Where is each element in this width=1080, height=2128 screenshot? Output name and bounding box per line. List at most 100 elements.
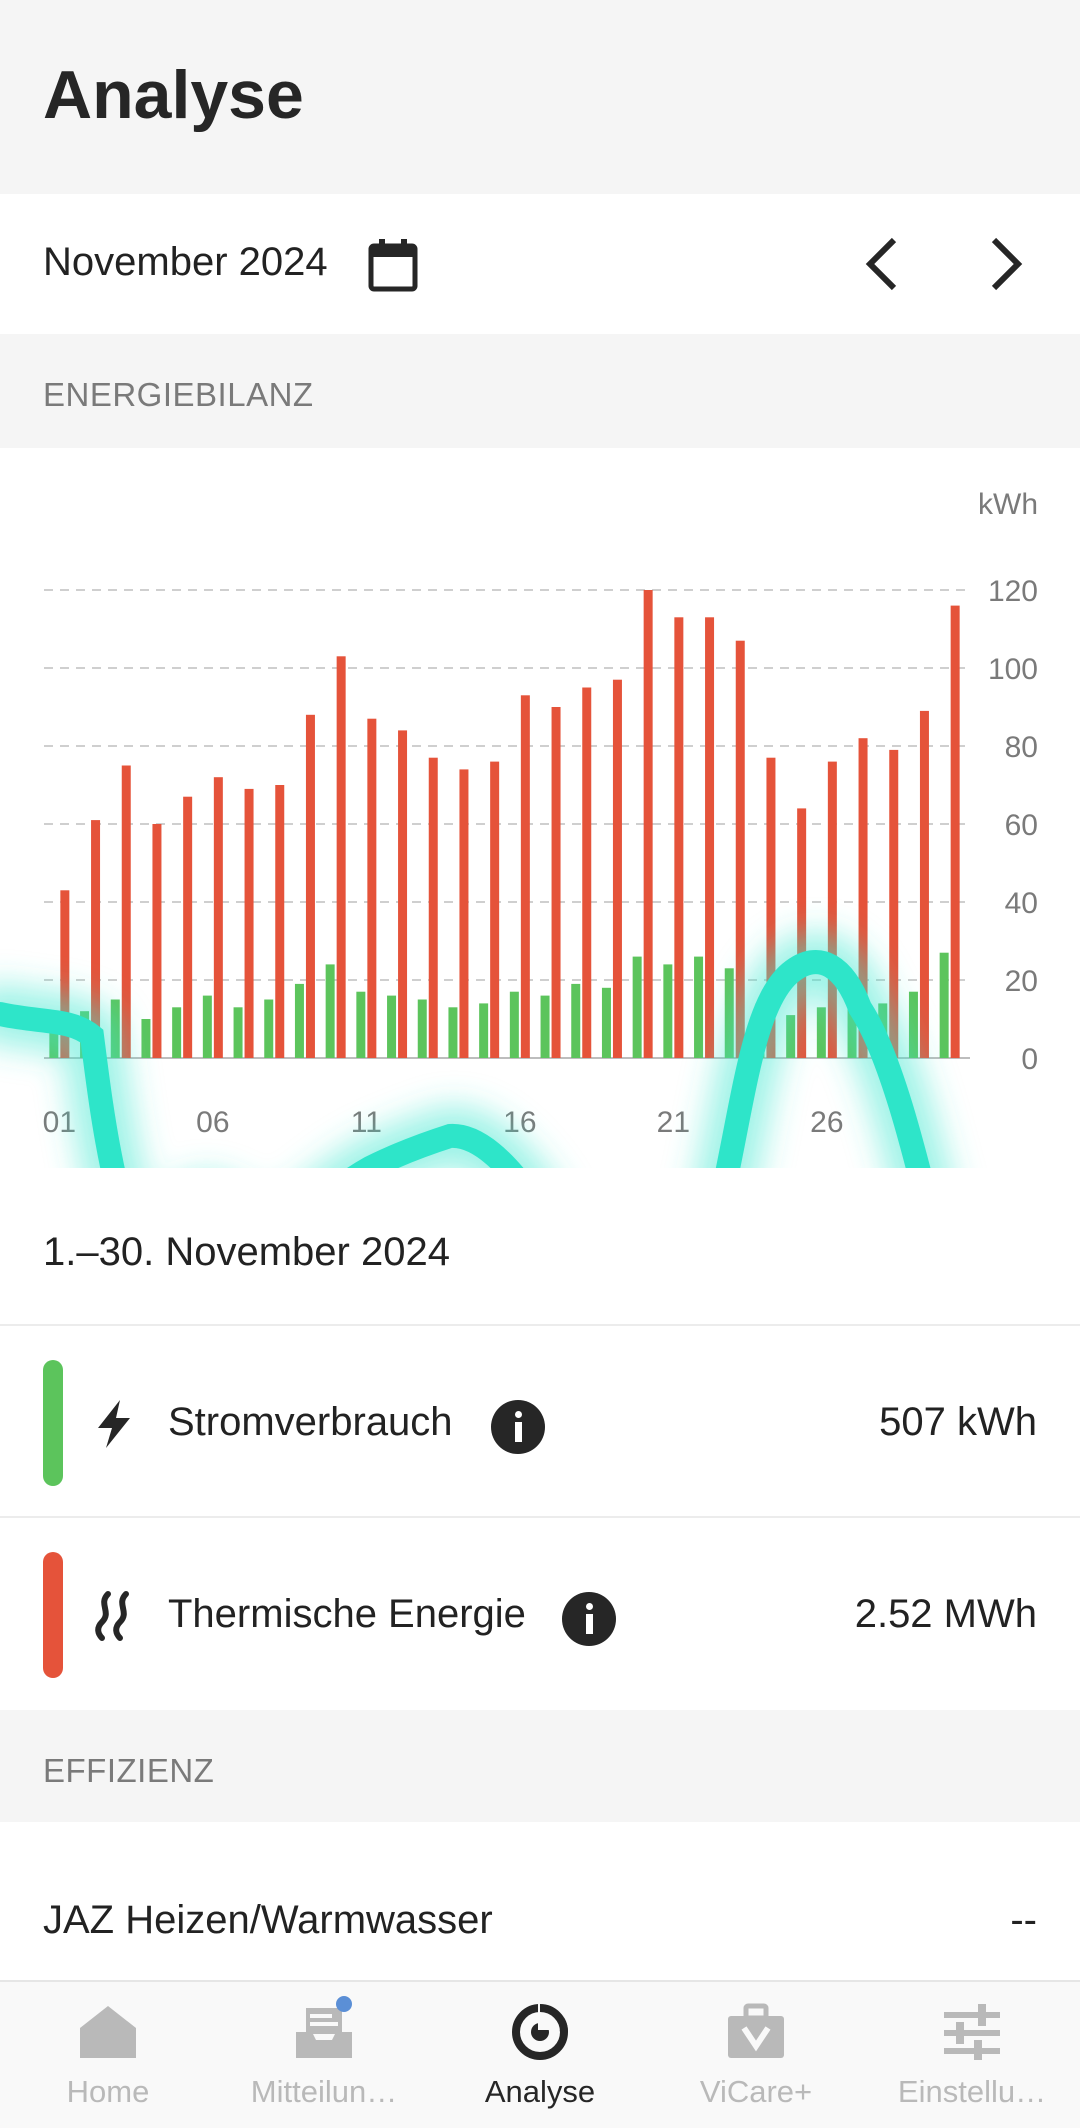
thermal-bar [827, 761, 837, 1058]
power-bar [294, 983, 304, 1058]
nav-analysis[interactable]: Analyse [432, 1982, 648, 2128]
thermal-energy-row: Thermische Energie 2.52 MWh [0, 1518, 1080, 1710]
thermal-bar [551, 707, 561, 1058]
power-bar [325, 964, 335, 1058]
thermal-bar [643, 590, 653, 1058]
nav-messages[interactable]: Mitteilun… [216, 1982, 432, 2128]
lightning-icon [98, 1400, 130, 1448]
x-tick-label: 26 [810, 1106, 843, 1139]
calendar-icon[interactable] [368, 238, 418, 292]
efficiency-section-header: EFFIZIENZ [0, 1710, 1080, 1822]
thermal-bar [121, 765, 131, 1058]
analysis-icon [512, 2002, 568, 2060]
thermal-bar [213, 777, 223, 1058]
thermal-bar [582, 687, 592, 1058]
jaz-row[interactable]: JAZ Heizen/Warmwasser -- [0, 1822, 1080, 1982]
app-header: Analyse [0, 0, 1080, 194]
power-info-icon[interactable] [491, 1400, 545, 1454]
chart-unit-label: kWh [978, 488, 1038, 521]
x-tick-label: 01 [43, 1106, 76, 1139]
thermal-bar [889, 749, 899, 1058]
thermal-bar [735, 640, 745, 1058]
inbox-icon [296, 2008, 352, 2058]
chevron-left-icon [865, 237, 897, 291]
thermal-bar [428, 757, 438, 1058]
power-bar [202, 995, 212, 1058]
power-bar [816, 1007, 826, 1058]
thermal-bar [612, 679, 622, 1058]
power-bar [571, 983, 581, 1058]
thermal-bar [490, 761, 500, 1058]
previous-month-button[interactable] [842, 224, 922, 304]
thermal-bar [244, 788, 254, 1058]
period-label[interactable]: November 2024 [43, 240, 328, 284]
highlight-annotation [0, 932, 950, 1168]
y-tick-label: 120 [988, 575, 1038, 608]
nav-vicare-plus[interactable]: ViCare+ [648, 1982, 864, 2128]
energy-section-title: ENERGIEBILANZ [43, 376, 314, 413]
thermal-bar [367, 718, 377, 1058]
power-value: 507 kWh [879, 1400, 1037, 1444]
y-tick-label: 40 [1005, 887, 1038, 920]
power-bar [448, 1007, 458, 1058]
thermal-bar [152, 824, 162, 1058]
efficiency-section-title: EFFIZIENZ [43, 1752, 215, 1789]
y-tick-label: 80 [1005, 731, 1038, 764]
power-bar [141, 1019, 151, 1058]
x-tick-label: 06 [196, 1106, 229, 1139]
notification-badge [336, 1996, 352, 2012]
jaz-value: -- [1010, 1898, 1037, 1942]
thermal-bar [275, 785, 285, 1058]
heat-waves-icon [95, 1591, 129, 1641]
power-bar [786, 1015, 796, 1058]
thermal-bar [919, 710, 929, 1058]
jaz-label: JAZ Heizen/Warmwasser [43, 1898, 493, 1942]
energy-chart: 0 20 40 60 80 100 120 01 06 11 16 21 26 kWh [0, 448, 1080, 1168]
thermal-color-indicator [43, 1552, 63, 1678]
nav-vicare-plus-label: ViCare+ [699, 2074, 813, 2109]
power-bar [724, 968, 734, 1058]
power-bar [694, 956, 704, 1058]
nav-settings[interactable]: Einstellu… [864, 1982, 1080, 2128]
thermal-bar [674, 617, 684, 1058]
nav-home[interactable]: Home [0, 1982, 216, 2128]
power-bar [233, 1007, 243, 1058]
page-title: Analyse [43, 57, 304, 133]
thermal-bar [766, 757, 776, 1058]
y-tick-label: 60 [1005, 809, 1038, 842]
power-bar [417, 999, 427, 1058]
power-bar [172, 1007, 182, 1058]
thermal-bar [858, 738, 868, 1058]
power-bar [509, 991, 519, 1058]
y-tick-label: 100 [988, 653, 1038, 686]
thermal-value: 2.52 MWh [854, 1592, 1037, 1636]
nav-settings-label: Einstellu… [897, 2074, 1047, 2109]
energy-section-header: ENERGIEBILANZ [0, 334, 1080, 448]
thermal-bar [520, 695, 530, 1058]
power-label: Stromverbrauch [168, 1400, 453, 1444]
thermal-bar [459, 769, 469, 1058]
period-selector: November 2024 [0, 194, 1080, 334]
thermal-bar [336, 656, 346, 1058]
power-bar [540, 995, 550, 1058]
thermal-bar [950, 605, 960, 1058]
thermal-bar [398, 730, 408, 1058]
nav-messages-label: Mitteilun… [250, 2074, 398, 2109]
next-month-button[interactable] [966, 224, 1046, 304]
x-tick-label: 21 [657, 1106, 690, 1139]
briefcase-icon [728, 2003, 784, 2058]
thermal-bar [305, 714, 315, 1058]
summary-range: 1.–30. November 2024 [0, 1168, 1080, 1326]
thermal-bar [91, 820, 101, 1058]
power-bar [479, 1003, 489, 1058]
power-bar [387, 995, 397, 1058]
sliders-icon [944, 2004, 1000, 2060]
nav-analysis-label: Analyse [484, 2074, 596, 2109]
power-bar [939, 952, 949, 1058]
power-color-indicator [43, 1360, 63, 1486]
thermal-label: Thermische Energie [168, 1592, 526, 1636]
home-icon [80, 2006, 136, 2058]
thermal-info-icon[interactable] [562, 1592, 616, 1646]
thermal-bar [797, 808, 807, 1058]
